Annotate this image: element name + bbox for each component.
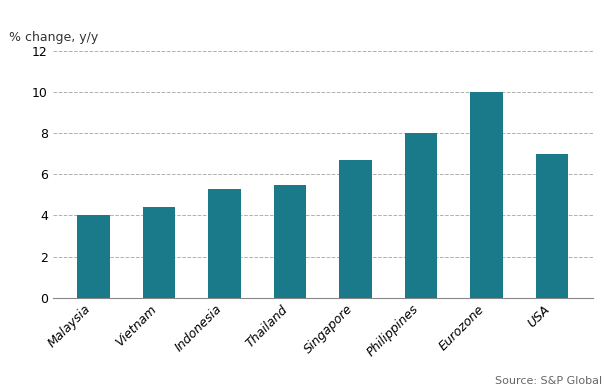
Text: Source: S&P Global: Source: S&P Global (495, 376, 602, 386)
Bar (274, 184, 306, 298)
Bar (339, 160, 372, 298)
Bar (536, 154, 568, 298)
Bar (143, 207, 176, 298)
Text: % change, y/y: % change, y/y (10, 31, 98, 44)
Bar (208, 189, 241, 298)
Bar (470, 92, 503, 298)
Bar (405, 133, 438, 298)
Bar (77, 215, 110, 298)
